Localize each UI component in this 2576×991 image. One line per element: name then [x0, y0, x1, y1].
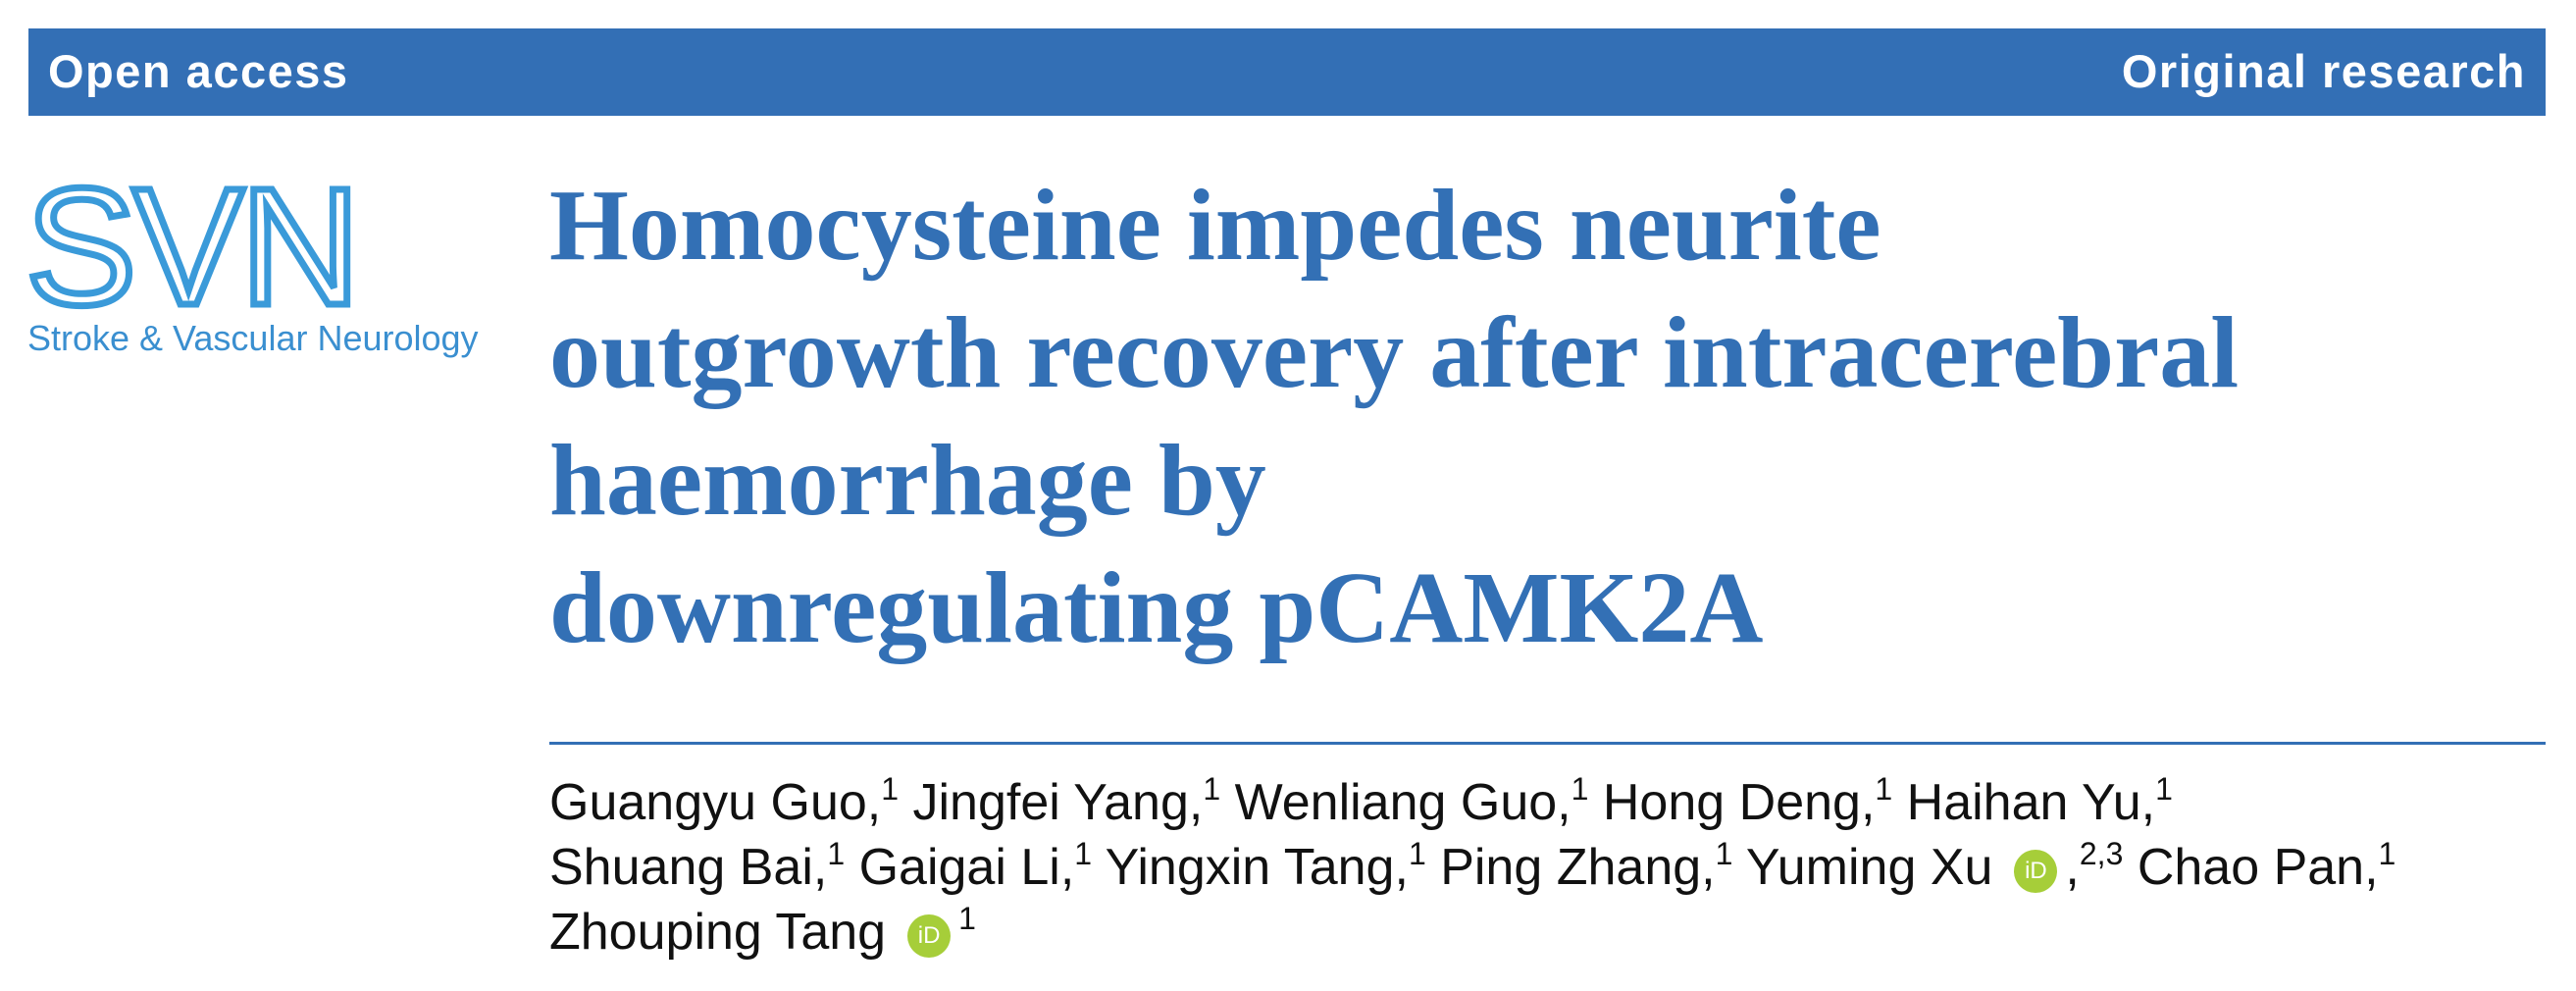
affiliation: 1 — [2155, 771, 2173, 807]
affiliation: 1 — [1875, 771, 1893, 807]
author-name: Ping Zhang, — [1440, 839, 1716, 896]
author-line: Zhouping Tang iD 1 — [549, 900, 2396, 965]
affiliation: 1 — [1408, 836, 1426, 871]
orcid-icon[interactable]: iD — [907, 914, 952, 958]
author-name: Gaigai Li, — [858, 839, 1075, 896]
author-name: Yuming Xu — [1745, 839, 1993, 896]
affiliation: 1 — [958, 901, 976, 936]
author-name: Yingxin Tang, — [1105, 839, 1409, 896]
author-list: Guangyu Guo,1 Jingfei Yang,1 Wenliang Gu… — [549, 770, 2396, 965]
affiliation: 2,3 — [2079, 836, 2124, 871]
affiliation: 1 — [1203, 771, 1221, 807]
author-name: Zhouping Tang — [549, 904, 887, 961]
author-name: Shuang Bai, — [549, 839, 828, 896]
separator: , — [2065, 839, 2080, 896]
author-line: Shuang Bai,1 Gaigai Li,1 Yingxin Tang,1 … — [549, 835, 2396, 900]
title-line: Homocysteine impedes neurite — [549, 169, 1881, 282]
title-line: downregulating pCAMK2A — [549, 551, 1764, 664]
title-line: haemorrhage by — [549, 424, 1266, 537]
affiliation: 1 — [1074, 836, 1093, 871]
author-name: Guangyu Guo, — [549, 774, 882, 831]
journal-name: Stroke & Vascular Neurology — [27, 318, 479, 358]
affiliation: 1 — [1571, 771, 1589, 807]
affiliation: 1 — [2378, 836, 2396, 871]
header-bar: Open access Original research — [28, 28, 2546, 116]
article-type: Original research — [2121, 45, 2526, 97]
author-name: Chao Pan, — [2137, 839, 2379, 896]
author-name: Hong Deng, — [1602, 774, 1876, 831]
article-title: Homocysteine impedes neurite outgrowth r… — [549, 162, 2239, 672]
author-name: Wenliang Guo, — [1234, 774, 1571, 831]
author-line: Guangyu Guo,1 Jingfei Yang,1 Wenliang Gu… — [549, 770, 2396, 835]
journal-logo: SVN Stroke & Vascular Neurology — [23, 162, 479, 358]
author-name: Haihan Yu, — [1906, 774, 2156, 831]
logo-mark: SVN — [26, 162, 357, 340]
access-label: Open access — [48, 45, 349, 97]
author-name: Jingfei Yang, — [912, 774, 1204, 831]
title-line: outgrowth recovery after intracerebral — [549, 296, 2240, 409]
divider — [549, 742, 2546, 745]
affiliation: 1 — [1715, 836, 1733, 871]
affiliation: 1 — [827, 836, 846, 871]
orcid-icon[interactable]: iD — [2014, 850, 2058, 893]
affiliation: 1 — [881, 771, 900, 807]
